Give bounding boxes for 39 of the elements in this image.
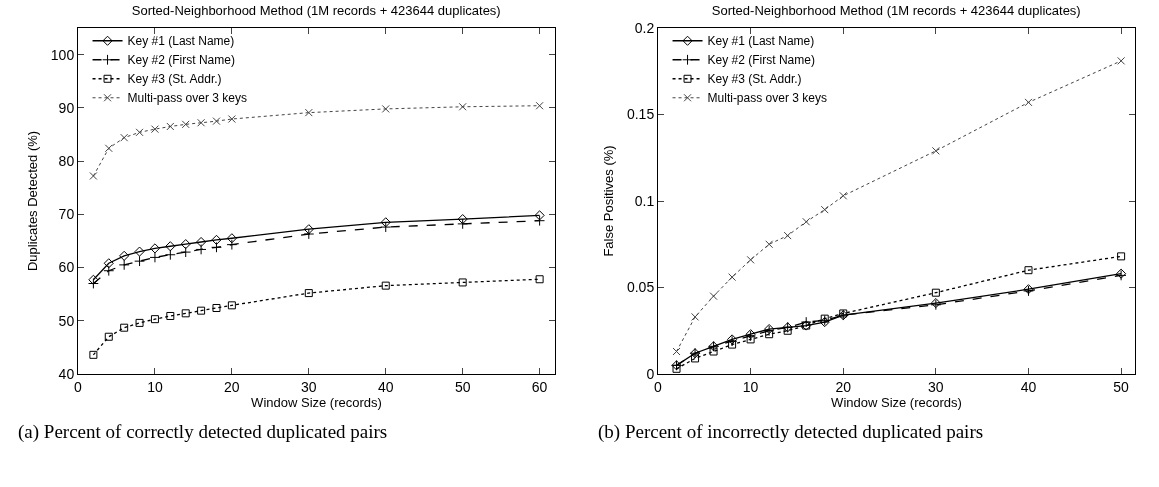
legend-label: Key #2 (First Name): [707, 53, 815, 68]
legend-label: Key #1 (Last Name): [127, 34, 235, 49]
legend-label: Key #3 (St. Addr.): [707, 72, 802, 87]
legend-label: Multi-pass over 3 keys: [127, 91, 247, 106]
y-tick-label: 0.05: [626, 279, 655, 296]
y-tick-label: 0.2: [634, 19, 655, 36]
x-tick-label: 40: [377, 378, 394, 395]
y-tick-label: 60: [58, 259, 75, 276]
legend-label: Multi-pass over 3 keys: [707, 91, 827, 106]
y-tick-label: 50: [58, 312, 75, 329]
legend-label: Key #3 (St. Addr.): [127, 72, 222, 87]
x-axis-title: Window Size (records): [831, 394, 962, 410]
text: (a) Percent of correctly detected duplicated pairs: [18, 420, 389, 444]
x-tick-label: 40: [1020, 378, 1037, 395]
text: (b) Percent of incorrectly detected duplicated pairs: [598, 420, 985, 444]
x-tick-label: 10: [147, 378, 163, 395]
legend-label: Key #1 (Last Name): [707, 34, 815, 49]
x-tick-label: 20: [224, 378, 240, 395]
x-tick-label: 30: [928, 378, 944, 395]
y-tick-label: 0: [646, 365, 655, 382]
x-tick-label: 20: [835, 378, 852, 395]
x-tick-label: 10: [742, 378, 759, 395]
y-tick-label: 80: [58, 152, 75, 169]
x-tick-label: 60: [531, 378, 548, 395]
x-tick-label: 50: [1113, 378, 1130, 395]
y-axis-title: Duplicates Detected (%): [24, 130, 40, 272]
x-axis-title: Window Size (records): [251, 394, 382, 410]
y-tick-label: 90: [58, 99, 75, 116]
y-tick-label: 70: [58, 206, 75, 223]
y-tick-label: 0.1: [634, 192, 655, 209]
x-tick-label: 50: [454, 378, 471, 395]
x-tick-label: 30: [301, 378, 317, 395]
y-tick-label: 40: [58, 365, 75, 382]
y-tick-label: 0.15: [626, 106, 655, 123]
y-axis-title: False Positives (%): [600, 145, 616, 257]
legend-label: Key #2 (First Name): [127, 53, 235, 68]
y-tick-label: 100: [50, 46, 75, 63]
chart-title: Sorted-Neighborhood Method (1M records + 423644 duplicates): [131, 3, 501, 19]
chart-title: Sorted-Neighborhood Method (1M records + 423644 duplicates): [711, 3, 1081, 19]
